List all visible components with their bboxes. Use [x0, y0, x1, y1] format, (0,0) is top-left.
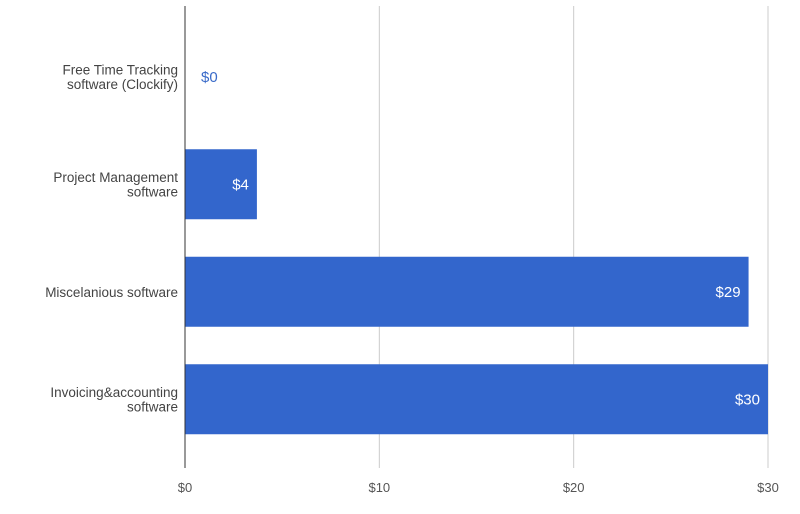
category-label-line: Miscelanious software: [45, 285, 178, 300]
category-label: Project Management software: [53, 170, 178, 200]
data-labels: $0 $4 $29 $30: [201, 69, 760, 409]
x-tick-labels: $0 $10 $20 $30: [178, 480, 779, 495]
bar: [185, 256, 749, 327]
x-tick-label: $30: [757, 480, 779, 495]
data-label: $4: [232, 176, 249, 193]
bar: [185, 149, 257, 220]
x-tick-label: $20: [563, 480, 585, 495]
category-label-line: Free Time Tracking: [62, 63, 178, 78]
category-label: Free Time Tracking software (Clockify): [62, 63, 178, 93]
category-label-line: software (Clockify): [67, 77, 178, 92]
category-label-line: software: [127, 185, 178, 200]
data-label: $0: [201, 69, 218, 86]
category-label-line: software: [127, 400, 178, 415]
x-tick-label: $10: [368, 480, 390, 495]
category-label-line: Invoicing&accounting: [50, 385, 178, 400]
data-label: $30: [735, 391, 760, 408]
category-label-line: Project Management: [53, 170, 178, 185]
bar: [185, 364, 768, 435]
bars: [185, 149, 768, 435]
category-label: Miscelanious software: [45, 285, 178, 300]
category-labels: Free Time Tracking software (Clockify) Pro…: [45, 63, 178, 415]
data-label: $29: [716, 284, 741, 301]
x-tick-label: $0: [178, 480, 192, 495]
category-label: Invoicing&accounting software: [50, 385, 178, 415]
